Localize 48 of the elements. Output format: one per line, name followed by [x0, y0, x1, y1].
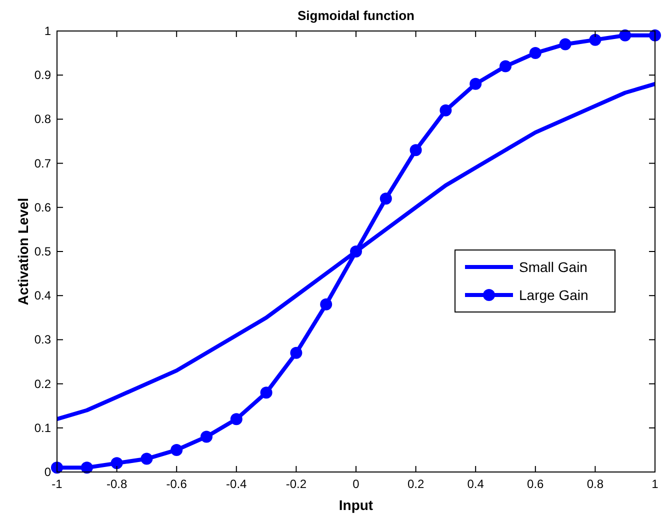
point — [170, 444, 183, 456]
x-tick-label: 0.6 — [527, 477, 544, 491]
x-tick-label: -0.6 — [166, 477, 188, 491]
y-axis-title: Activation Level — [15, 198, 31, 306]
legend-label: Small Gain — [519, 259, 588, 275]
x-tick-label: 0.4 — [467, 477, 484, 491]
point — [200, 430, 212, 443]
point — [110, 457, 123, 470]
x-tick-label: -1 — [52, 477, 63, 491]
point — [529, 47, 542, 60]
x-tick-label: 0.8 — [586, 477, 604, 491]
point — [649, 29, 661, 42]
x-axis-title: Input — [338, 497, 374, 513]
y-tick-label: 0 — [44, 465, 52, 479]
y-tick-label: 0.4 — [34, 288, 52, 303]
point — [350, 246, 362, 258]
y-tick-label: 0.6 — [34, 200, 52, 214]
point — [230, 413, 242, 426]
point — [500, 60, 512, 72]
point — [589, 34, 602, 46]
point — [80, 462, 93, 474]
y-tick-label: 0.7 — [34, 156, 52, 170]
y-tick-label: 1 — [44, 24, 52, 38]
point — [320, 298, 332, 310]
point — [140, 452, 153, 465]
x-tick-label: -0.8 — [106, 477, 128, 491]
point — [470, 78, 482, 90]
point — [440, 104, 452, 116]
y-tick-label: 0.5 — [34, 244, 52, 258]
point — [260, 386, 272, 399]
y-tick-label: 0.8 — [34, 112, 52, 126]
y-tick-label: 0.1 — [34, 420, 52, 435]
x-tick-label: 0 — [352, 477, 360, 491]
point — [380, 192, 392, 205]
point — [51, 462, 63, 474]
x-tick-label: -0.4 — [226, 477, 248, 491]
y-tick-label: 0.9 — [34, 68, 52, 82]
point — [410, 144, 422, 156]
y-tick-label: 0.3 — [34, 332, 52, 347]
legend-label: Large Gain — [519, 287, 588, 303]
point — [619, 29, 632, 42]
x-tick-label: 0.2 — [407, 477, 424, 491]
chart-title: Sigmoidal function — [298, 8, 415, 23]
y-tick-label: 0.2 — [34, 376, 52, 391]
point — [559, 38, 572, 50]
point — [290, 346, 302, 359]
x-tick-label: 1 — [652, 477, 659, 491]
x-tick-label: -0.2 — [286, 477, 307, 491]
